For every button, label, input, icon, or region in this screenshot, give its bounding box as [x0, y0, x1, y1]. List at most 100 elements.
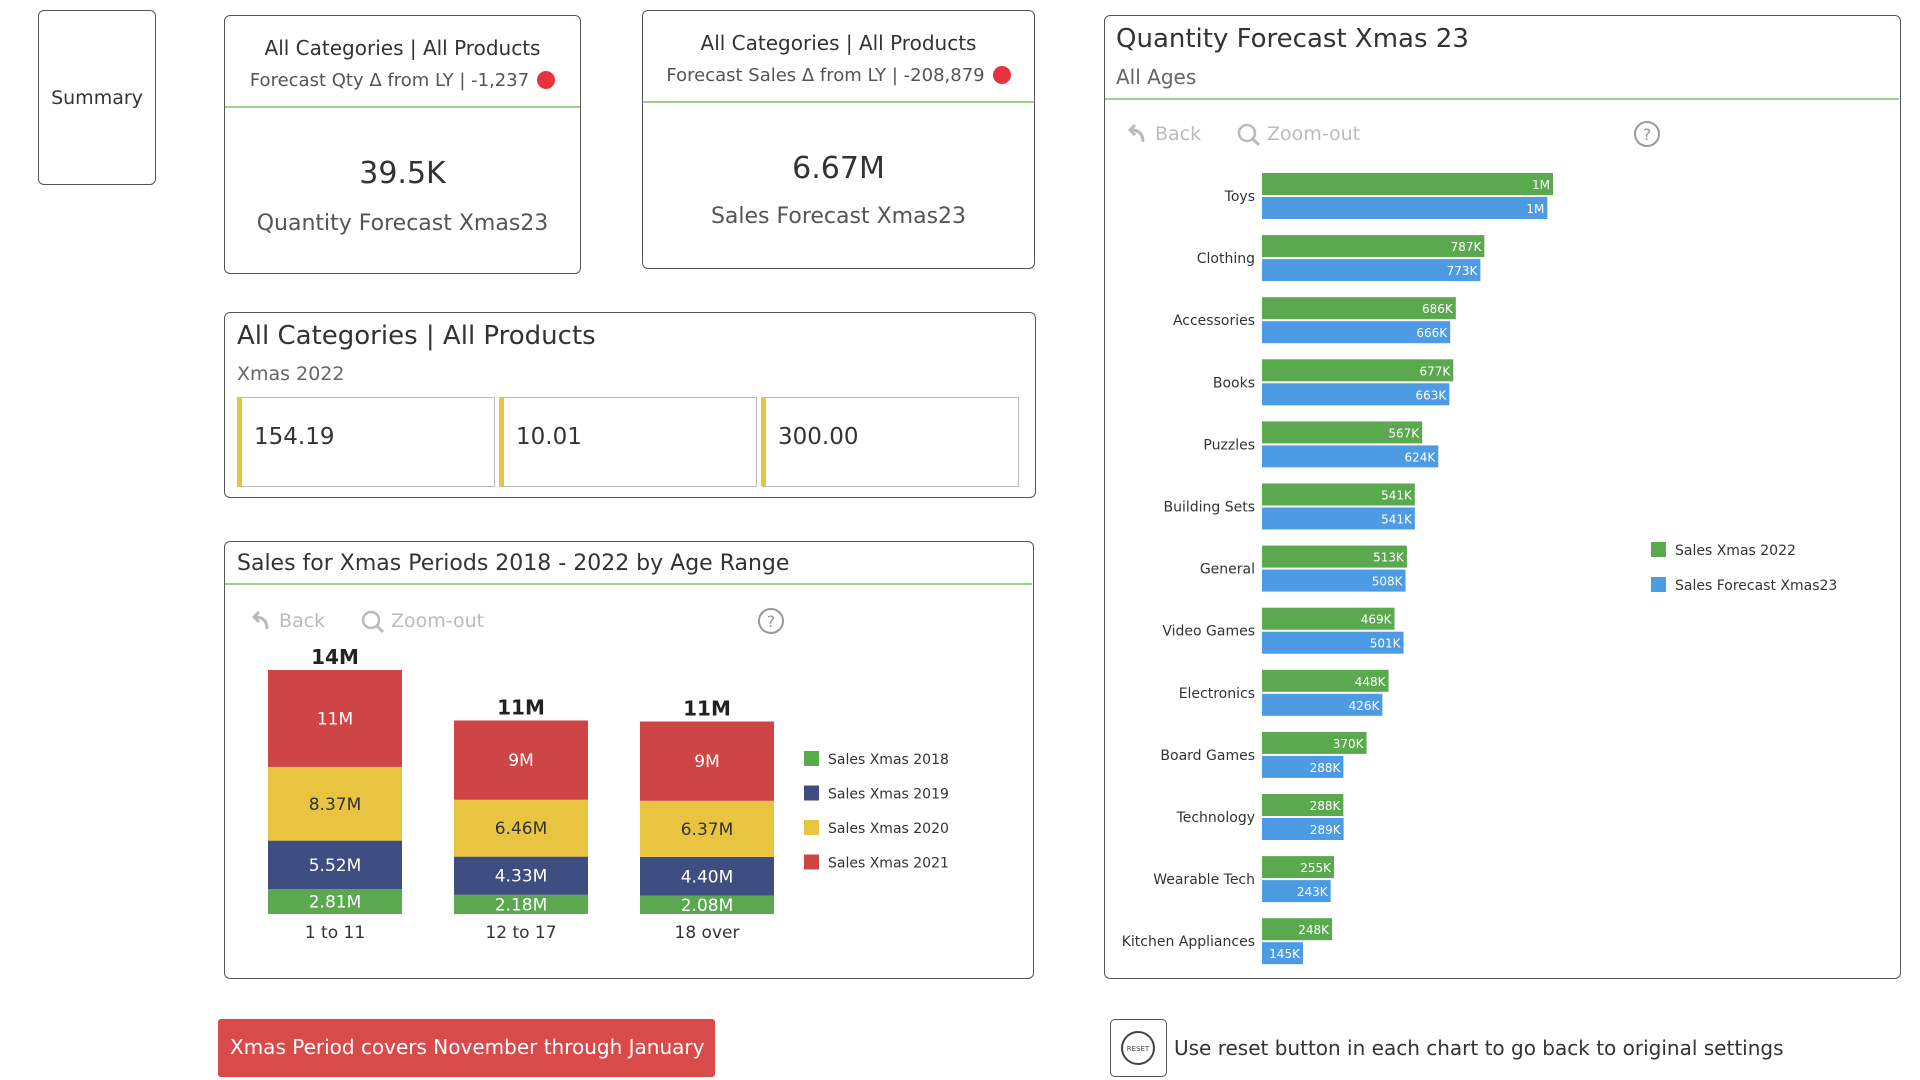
y-tick-label: Toys — [1224, 189, 1255, 205]
segment-label: 9M — [508, 751, 533, 771]
card-header: All Categories | All Products — [264, 36, 541, 60]
status-dot — [992, 66, 1011, 84]
help-icon — [1634, 121, 1660, 147]
bar-label: 1M — [1532, 178, 1550, 192]
help-icon — [758, 608, 784, 634]
bar-segment — [640, 856, 774, 896]
bar-segment — [454, 856, 588, 895]
segment-label: 2.18M — [495, 895, 548, 915]
info-banner: Xmas Period covers November through Janu… — [218, 1019, 715, 1077]
bar-segment — [640, 800, 774, 857]
bar — [1262, 173, 1553, 195]
bar-label: 145K — [1269, 947, 1301, 961]
legend-label: Sales Xmas 2019 — [828, 787, 949, 803]
reset-icon-text: RESET — [1127, 1045, 1150, 1053]
bar-chart: Quantity Forecast Xmas 23 All Ages Back Zoo… — [1105, 24, 1899, 965]
bar-segment — [268, 766, 402, 841]
bar-segment — [454, 720, 588, 800]
bar — [1262, 545, 1407, 568]
bar-segment — [640, 895, 774, 914]
legend-swatch — [804, 751, 819, 766]
summary-button[interactable]: Summary — [38, 10, 156, 185]
bar-label: 370K — [1333, 737, 1365, 751]
legend-label: Sales Forecast Xmas23 — [1675, 578, 1837, 594]
chart-subtitle: All Ages — [1116, 65, 1196, 89]
segment-label: 6.46M — [495, 819, 548, 839]
bar-label: 243K — [1297, 885, 1329, 899]
card-delta: Forecast Qty Δ from LY | -1,237 — [225, 70, 580, 91]
segment-label: 4.40M — [681, 867, 734, 887]
bar — [1262, 794, 1344, 816]
bar — [1262, 383, 1450, 406]
chart-title: Quantity Forecast Xmas 23 — [1116, 24, 1469, 54]
card-subtitle: Xmas 2022 — [237, 363, 345, 385]
legend-swatch — [804, 785, 819, 801]
chart-panel: Sales for Xmas Periods 2018 - 2022 by Ag… — [224, 541, 1034, 979]
bar-segment — [268, 889, 402, 914]
y-tick-label: Puzzles — [1203, 437, 1255, 453]
y-tick-label: Clothing — [1197, 251, 1255, 267]
y-tick-label: General — [1200, 562, 1255, 578]
y-tick-label: Kitchen Appliances — [1122, 934, 1255, 950]
segment-label: 2.08M — [681, 896, 734, 916]
reset-icon[interactable]: RESET — [1110, 1019, 1167, 1077]
bar-label: 469K — [1361, 613, 1393, 627]
bar-label: 663K — [1416, 388, 1448, 402]
legend-swatch — [804, 854, 819, 870]
bar-label: 773K — [1447, 264, 1479, 278]
help-button: ? — [767, 612, 776, 631]
kpi-card: All Categories | All Products Forecast Q… — [224, 15, 581, 274]
bar — [1262, 818, 1344, 840]
price-tile: 300.00 — [761, 397, 1019, 487]
segment-label: 4.33M — [495, 867, 548, 887]
bar — [1262, 569, 1406, 592]
back-button: Back — [1155, 123, 1201, 145]
bar-label: 448K — [1355, 675, 1387, 689]
zoom-out-button: Zoom-out — [391, 610, 484, 632]
reset-glyph: RESET — [1121, 1031, 1155, 1065]
bar — [1262, 197, 1548, 219]
x-tick-label: 18 over — [675, 923, 740, 943]
bar — [1262, 607, 1395, 630]
bar — [1262, 321, 1451, 344]
segment-label: 8.37M — [309, 795, 362, 815]
kpi-card: All Categories | All Products Forecast S… — [642, 10, 1035, 269]
reset-note: Use reset button in each chart to go bac… — [1174, 1036, 1784, 1060]
legend-swatch — [1651, 577, 1666, 592]
x-tick-label: 1 to 11 — [305, 923, 365, 943]
zoom-out-button: Zoom-out — [1267, 123, 1360, 145]
kpi-label: Quantity Forecast Xmas23 — [256, 211, 549, 236]
price-tile: 10.01 — [499, 397, 757, 487]
kpi-value: 39.5K — [359, 156, 446, 191]
legend-swatch — [1651, 542, 1666, 557]
bar-segment — [268, 670, 402, 767]
bar-label: 567K — [1388, 426, 1420, 440]
y-tick-label: Technology — [1176, 810, 1255, 826]
segment-label: 11M — [317, 709, 353, 729]
segment-label: 2.81M — [309, 893, 362, 913]
segment-label: 9M — [694, 752, 719, 772]
bar — [1262, 359, 1454, 382]
bar-label: 501K — [1370, 637, 1402, 651]
card-delta: Forecast Sales Δ from LY | -208,879 — [643, 65, 1034, 86]
y-tick-label: Board Games — [1160, 748, 1255, 764]
bar-segment — [454, 799, 588, 857]
button-label: Summary — [51, 87, 143, 109]
card-title: All Categories | All Products — [237, 321, 596, 351]
bar-label: 255K — [1300, 861, 1332, 875]
bar — [1262, 755, 1344, 778]
separator — [643, 101, 1034, 103]
back-icon — [1127, 123, 1145, 143]
zoom-icon-handle — [375, 624, 385, 634]
bar — [1262, 856, 1335, 879]
y-tick-label: Building Sets — [1163, 500, 1255, 516]
price-card: All Categories | All Products Xmas 2022 … — [224, 312, 1036, 498]
bar-label: 666K — [1416, 326, 1448, 340]
legend-label: Sales Xmas 2021 — [828, 856, 949, 872]
legend-label: Sales Xmas 2020 — [828, 821, 949, 837]
bar — [1262, 942, 1303, 965]
x-tick-label: 12 to 17 — [485, 923, 556, 943]
legend-swatch — [804, 820, 819, 835]
bar-segment — [454, 894, 588, 914]
